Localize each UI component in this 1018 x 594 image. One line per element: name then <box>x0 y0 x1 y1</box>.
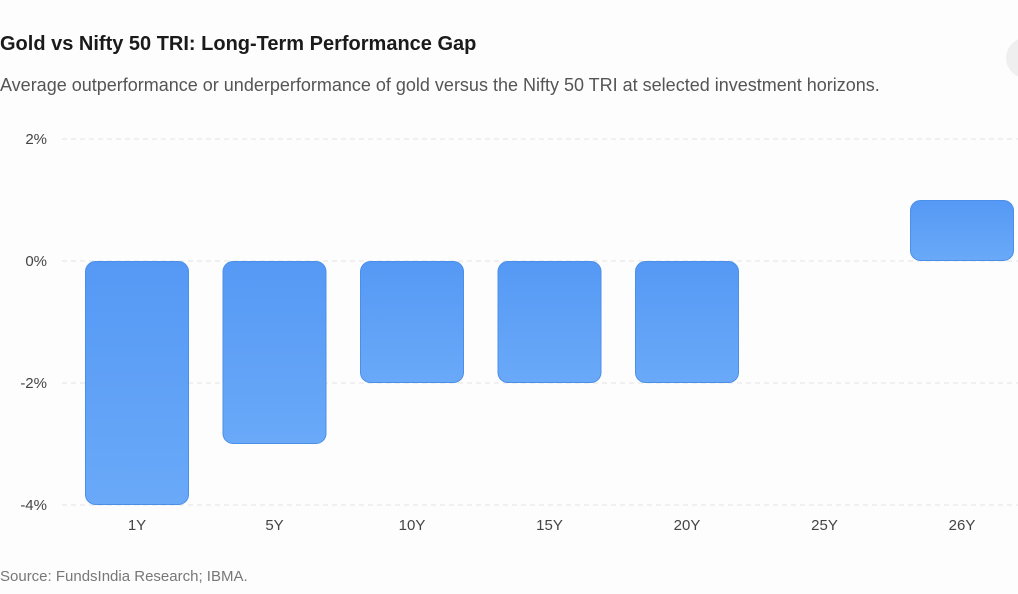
x-tick-label: 20Y <box>674 517 701 534</box>
x-tick-label: 10Y <box>399 517 426 534</box>
y-tick-label: 2% <box>25 131 47 148</box>
x-tick-label: 15Y <box>536 517 563 534</box>
chart-title: Gold vs Nifty 50 TRI: Long-Term Performa… <box>0 33 477 55</box>
y-tick-label: -2% <box>20 375 47 392</box>
bar-26y <box>910 200 1014 261</box>
y-tick-label: -4% <box>20 497 47 514</box>
corner-button[interactable] <box>1006 38 1018 78</box>
bar-5y <box>222 261 327 444</box>
x-tick-label: 1Y <box>128 517 146 534</box>
source-note: Source: FundsIndia Research; IBMA. <box>0 568 248 585</box>
bar-10y <box>360 261 464 383</box>
x-tick-label: 25Y <box>811 517 838 534</box>
bar-1y <box>85 261 189 505</box>
bar-15y <box>497 261 602 383</box>
bar-20y <box>635 261 739 383</box>
x-tick-label: 26Y <box>949 517 976 534</box>
y-axis-ticks: 2% 0% -2% -4% <box>20 131 47 514</box>
x-axis-ticks: 1Y 5Y 10Y 15Y 20Y 25Y 26Y <box>128 517 976 534</box>
bars <box>85 200 1014 505</box>
y-tick-label: 0% <box>25 253 47 270</box>
x-tick-label: 5Y <box>265 517 283 534</box>
chart-subtitle: Average outperformance or underperforman… <box>0 75 880 95</box>
